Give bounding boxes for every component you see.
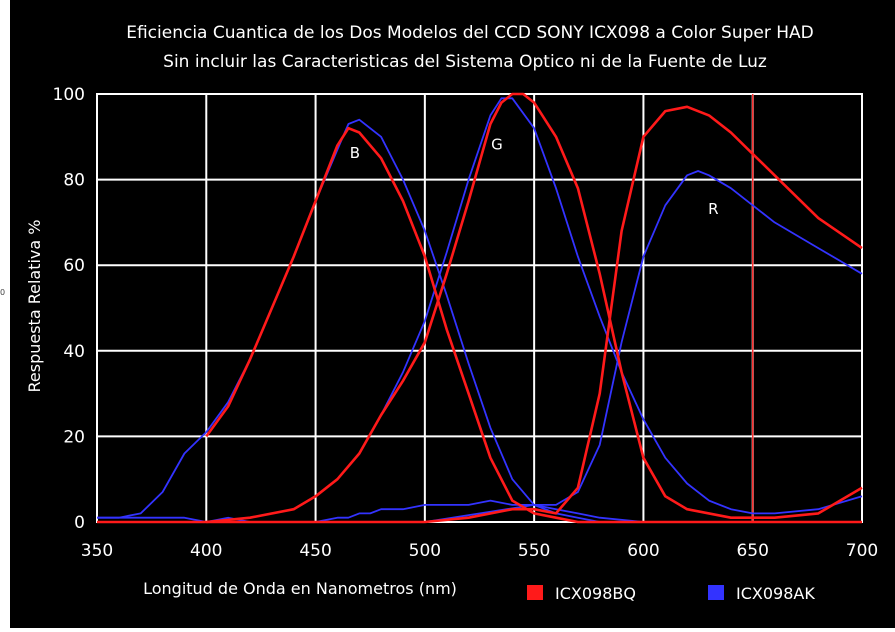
legend-label-icx098ak: ICX098AK xyxy=(736,584,815,603)
series-line-icx098ak-b xyxy=(97,499,862,523)
y-axis-label: Respuesta Relativa % xyxy=(25,220,44,393)
series-line-icx098bq-b xyxy=(205,126,862,524)
y-tick-label: 60 xyxy=(63,256,85,276)
y-tick-label: 80 xyxy=(63,171,85,191)
x-tick-label: 700 xyxy=(846,541,878,561)
x-tick-label: 650 xyxy=(736,541,768,561)
y-tick-label: 100 xyxy=(53,85,85,105)
x-tick-label: 600 xyxy=(627,541,659,561)
x-axis-label: Longitud de Onda en Nanometros (nm) xyxy=(143,579,457,598)
series-line-icx098bq-g xyxy=(206,92,863,524)
x-tick-label: 550 xyxy=(518,541,550,561)
quantum-efficiency-chart: Eficiencia Cuantica de los Dos Modelos d… xyxy=(25,23,879,603)
series-line-icx098bq-r xyxy=(97,105,863,524)
stray-mark: 0 xyxy=(0,288,6,297)
y-tick-label: 40 xyxy=(63,342,85,362)
chart-subtitle: Sin incluir las Caracteristicas del Sist… xyxy=(163,52,767,72)
plot-frame xyxy=(96,93,863,523)
curve-label-b: B xyxy=(350,144,360,162)
legend-swatch-icx098ak xyxy=(708,585,724,600)
series-line-icx098ak-b-main xyxy=(97,118,862,523)
x-tick-label: 450 xyxy=(299,541,331,561)
grid xyxy=(96,93,863,523)
legend-swatch-icx098bq xyxy=(527,585,543,600)
y-tick-label: 20 xyxy=(63,427,85,447)
axis-ticks: 350 400 450 500 550 600 650 700 0 20 40 60 80 100 xyxy=(53,85,879,561)
curve-label-g: G xyxy=(491,136,503,154)
chart-panel: Eficiencia Cuantica de los Dos Modelos d… xyxy=(10,0,895,628)
legend-label-icx098bq: ICX098BQ xyxy=(555,584,636,603)
y-tick-label: 0 xyxy=(74,513,85,533)
legend: ICX098BQ ICX098AK xyxy=(527,584,815,603)
x-tick-label: 500 xyxy=(409,541,441,561)
x-tick-label: 400 xyxy=(190,541,222,561)
plot-area: B G R xyxy=(97,92,863,524)
chart-title: Eficiencia Cuantica de los Dos Modelos d… xyxy=(126,23,814,43)
x-tick-label: 350 xyxy=(81,541,113,561)
series-line-icx098ak-r xyxy=(97,170,863,523)
curve-label-r: R xyxy=(708,200,718,218)
